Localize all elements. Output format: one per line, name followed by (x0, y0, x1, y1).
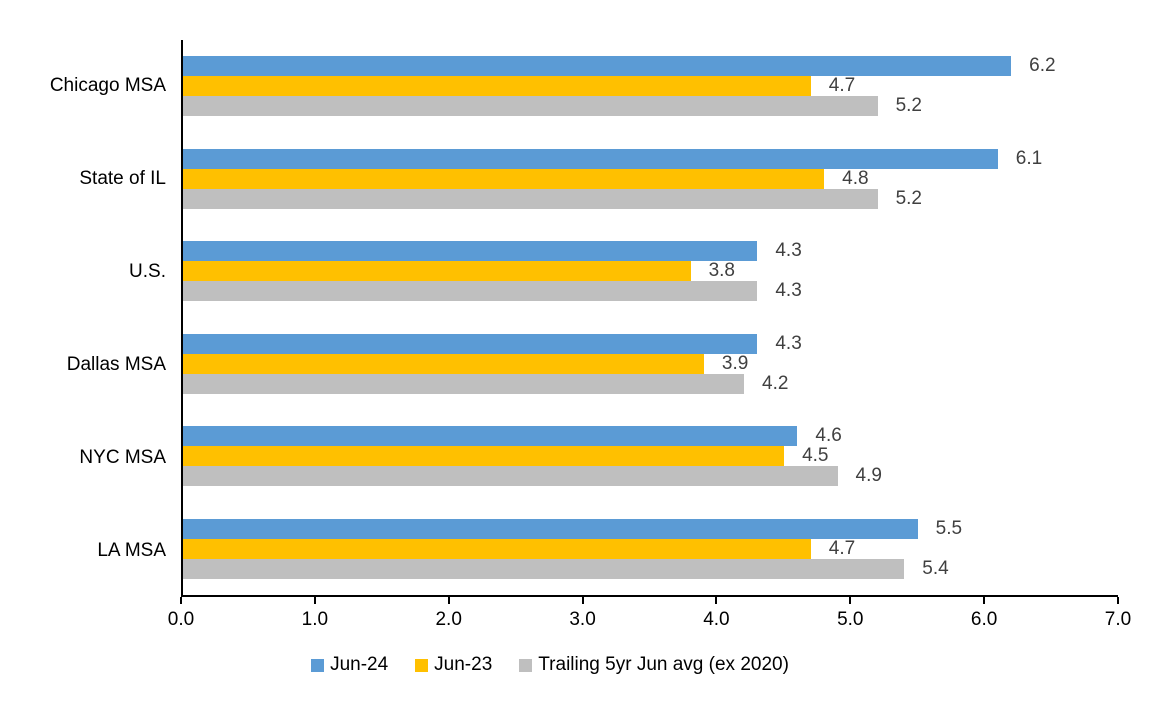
legend-swatch-icon (519, 658, 533, 672)
bar-row: 4.5 (183, 445, 1118, 467)
bar-value-label: 4.9 (855, 465, 882, 487)
bar-value-label: 4.3 (775, 280, 802, 302)
bar-row: 4.6 (183, 425, 1118, 447)
category-label: LA MSA (97, 539, 166, 561)
bar-row: 4.9 (183, 465, 1118, 487)
x-tick-mark (313, 597, 316, 604)
legend-swatch-icon (415, 658, 429, 672)
legend-swatch-icon (311, 658, 325, 672)
bar-value-label: 6.2 (1029, 55, 1056, 77)
x-tick-label: 5.0 (837, 609, 864, 630)
bar-row: 3.9 (183, 352, 1118, 374)
bar-jun-23 (183, 261, 691, 282)
x-tick-mark (849, 597, 852, 604)
x-tick-label: 6.0 (970, 609, 998, 630)
bar-trailing-5yr-jun-avg-ex-2020- (183, 558, 905, 579)
category-label: Dallas MSA (66, 353, 166, 375)
bar-jun-24 (183, 56, 1012, 77)
bar-value-label: 5.2 (895, 95, 922, 117)
bar-value-label: 4.2 (762, 372, 789, 394)
x-tick-mark (715, 597, 718, 604)
bar-jun-23 (183, 168, 825, 189)
bar-group: 5.5 4.7 5.4 (183, 503, 1118, 596)
x-tick-label: 2.0 (435, 609, 462, 630)
bar-value-label: 4.7 (828, 75, 856, 97)
bar-trailing-5yr-jun-avg-ex-2020- (183, 96, 878, 117)
legend-label: Jun-23 (434, 654, 493, 675)
bar-value-label: 4.5 (802, 445, 829, 467)
category-label: U.S. (129, 261, 166, 283)
legend-item: Jun-23 (415, 654, 492, 676)
bar-group: 6.2 4.7 5.2 (183, 40, 1118, 133)
bar-group: 4.6 4.5 4.9 (183, 410, 1118, 503)
x-tick-mark (983, 597, 986, 604)
bar-value-label: 3.9 (721, 352, 749, 374)
legend-label: Jun-24 (330, 654, 389, 675)
category-axis-labels: Chicago MSA State of IL U.S. Dallas MSA NYC … (0, 40, 166, 597)
bar-row: 6.2 (183, 55, 1118, 77)
bar-value-label: 5.2 (895, 187, 922, 209)
bar-trailing-5yr-jun-avg-ex-2020- (183, 281, 758, 302)
legend-item: Jun-24 (311, 654, 388, 676)
bar-value-label: 4.7 (828, 537, 856, 559)
x-tick-mark (581, 597, 584, 604)
legend-label: Trailing 5yr Jun avg (ex 2020) (538, 654, 789, 675)
bar-jun-24 (183, 148, 998, 169)
bar-row: 4.8 (183, 167, 1118, 189)
bar-trailing-5yr-jun-avg-ex-2020- (183, 466, 838, 487)
bar-row: 5.2 (183, 187, 1118, 209)
plot-area: 6.2 4.7 5.2 6.1 4.8 5.2 4.3 3.8 4.3 4.3 3.9 4.2 4.6 4… (181, 40, 1118, 597)
bar-jun-23 (183, 538, 811, 559)
bar-row: 3.8 (183, 260, 1118, 282)
bar-jun-23 (183, 446, 785, 467)
bar-group: 6.1 4.8 5.2 (183, 133, 1118, 226)
bar-row: 4.7 (183, 75, 1118, 97)
bar-value-label: 4.3 (775, 240, 802, 262)
bar-row: 5.5 (183, 517, 1118, 539)
bar-value-label: 4.8 (842, 167, 869, 189)
chart-legend: Jun-24 Jun-23 Trailing 5yr Jun avg (ex 202… (0, 650, 1100, 680)
bar-value-label: 3.8 (708, 260, 735, 282)
bar-row: 4.3 (183, 240, 1118, 262)
bar-row: 5.2 (183, 95, 1118, 117)
x-tick-label: 3.0 (569, 609, 596, 630)
category-label: Chicago MSA (49, 75, 166, 97)
legend-item: Trailing 5yr Jun avg (ex 2020) (519, 654, 789, 676)
bar-group: 4.3 3.8 4.3 (183, 225, 1118, 318)
category-label: NYC MSA (79, 446, 166, 468)
bar-row: 4.3 (183, 280, 1118, 302)
bar-row: 4.7 (183, 537, 1118, 559)
x-tick-mark (447, 597, 450, 604)
bar-jun-23 (183, 76, 811, 97)
bar-jun-24 (183, 518, 918, 539)
bar-trailing-5yr-jun-avg-ex-2020- (183, 188, 878, 209)
bar-value-label: 4.6 (815, 425, 842, 447)
bar-group: 4.3 3.9 4.2 (183, 318, 1118, 411)
bar-jun-24 (183, 241, 758, 262)
bar-jun-24 (183, 426, 798, 447)
bar-value-label: 6.1 (1015, 147, 1043, 169)
x-tick-mark (1117, 597, 1119, 604)
x-axis: 0.0 1.0 2.0 3.0 4.0 5.0 6.0 7.0 (168, 597, 1131, 637)
x-tick-label: 1.0 (301, 609, 329, 630)
bar-value-label: 5.5 (935, 517, 963, 539)
bar-jun-23 (183, 353, 704, 374)
bar-jun-24 (183, 333, 758, 354)
bar-row: 4.2 (183, 372, 1118, 394)
x-tick-label: 0.0 (167, 609, 195, 630)
bar-row: 6.1 (183, 147, 1118, 169)
bar-row: 5.4 (183, 557, 1118, 579)
x-tick-label: 7.0 (1104, 609, 1132, 630)
bar-value-label: 5.4 (922, 557, 949, 579)
bar-trailing-5yr-jun-avg-ex-2020- (183, 373, 744, 394)
x-tick-label: 4.0 (703, 609, 730, 630)
bar-value-label: 4.3 (775, 332, 802, 354)
bar-row: 4.3 (183, 332, 1118, 354)
category-label: State of IL (79, 168, 166, 190)
x-tick-mark (180, 597, 182, 604)
